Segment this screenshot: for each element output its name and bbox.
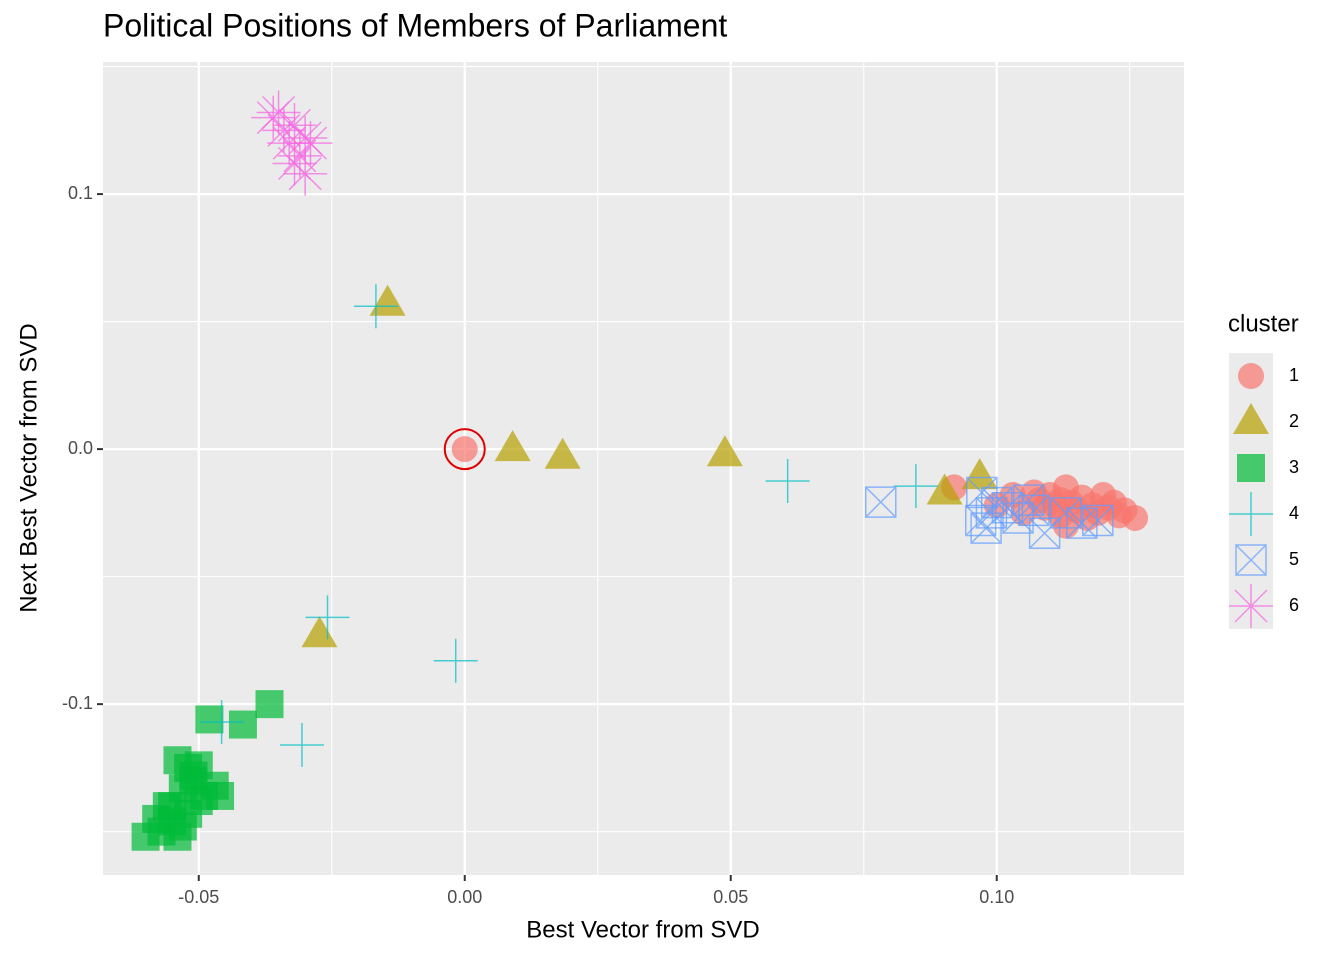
legend-label: 2	[1289, 411, 1299, 431]
point	[256, 90, 301, 135]
point	[261, 108, 306, 153]
point	[893, 464, 938, 509]
point	[451, 436, 478, 463]
point	[353, 284, 398, 329]
series-1	[301, 284, 998, 648]
legend-symbol	[1229, 584, 1273, 628]
legend-label: 4	[1289, 503, 1299, 523]
point	[369, 284, 406, 316]
point	[433, 638, 478, 683]
point	[1050, 497, 1082, 529]
point	[305, 595, 350, 640]
series-5	[251, 90, 333, 196]
point	[544, 437, 581, 469]
legend-title: cluster	[1228, 310, 1299, 337]
point	[706, 435, 743, 467]
x-tick-label: 0.10	[979, 887, 1014, 907]
point	[158, 807, 187, 836]
series-4	[865, 476, 1114, 550]
plot-panel	[103, 62, 1184, 875]
point	[199, 699, 244, 744]
legend-label: 1	[1289, 365, 1299, 385]
highlight-ring	[443, 428, 486, 471]
y-tick-label: 0.0	[68, 438, 93, 458]
point	[272, 103, 317, 148]
series-2	[131, 690, 284, 851]
legend-symbol	[1235, 544, 1267, 576]
point	[195, 705, 224, 734]
legend-symbol	[1238, 363, 1264, 389]
point	[926, 473, 963, 505]
x-axis-title: Best Vector from SVD	[526, 916, 759, 943]
point	[1122, 504, 1149, 531]
point	[301, 616, 338, 648]
point	[179, 761, 208, 790]
point	[1066, 507, 1098, 539]
point	[494, 430, 531, 462]
point	[865, 486, 897, 518]
chart-title: Political Positions of Members of Parlia…	[103, 7, 727, 43]
point	[1002, 502, 1034, 534]
point	[1018, 494, 1050, 527]
y-axis-title: Next Best Vector from SVD	[15, 323, 42, 612]
series-3	[199, 284, 938, 767]
legend-label: 3	[1289, 457, 1299, 477]
point	[970, 512, 1002, 544]
point	[1082, 504, 1114, 537]
x-tick-label: 0.05	[713, 887, 748, 907]
legend-label: 5	[1289, 549, 1299, 569]
point	[228, 710, 257, 739]
point	[288, 121, 333, 166]
legend-symbol	[1229, 492, 1273, 536]
legend-label: 6	[1289, 595, 1299, 615]
y-tick-label: -0.1	[62, 693, 93, 713]
legend-symbol	[1237, 454, 1265, 482]
point	[1047, 487, 1074, 514]
point	[277, 133, 322, 178]
point	[255, 690, 284, 719]
y-tick-label: 0.1	[68, 183, 93, 203]
legend-symbol	[1233, 403, 1269, 434]
point	[272, 141, 317, 186]
x-tick-label: -0.05	[178, 887, 219, 907]
point	[279, 722, 324, 767]
point	[765, 458, 810, 503]
point	[184, 787, 213, 816]
x-tick-label: 0.00	[447, 887, 482, 907]
